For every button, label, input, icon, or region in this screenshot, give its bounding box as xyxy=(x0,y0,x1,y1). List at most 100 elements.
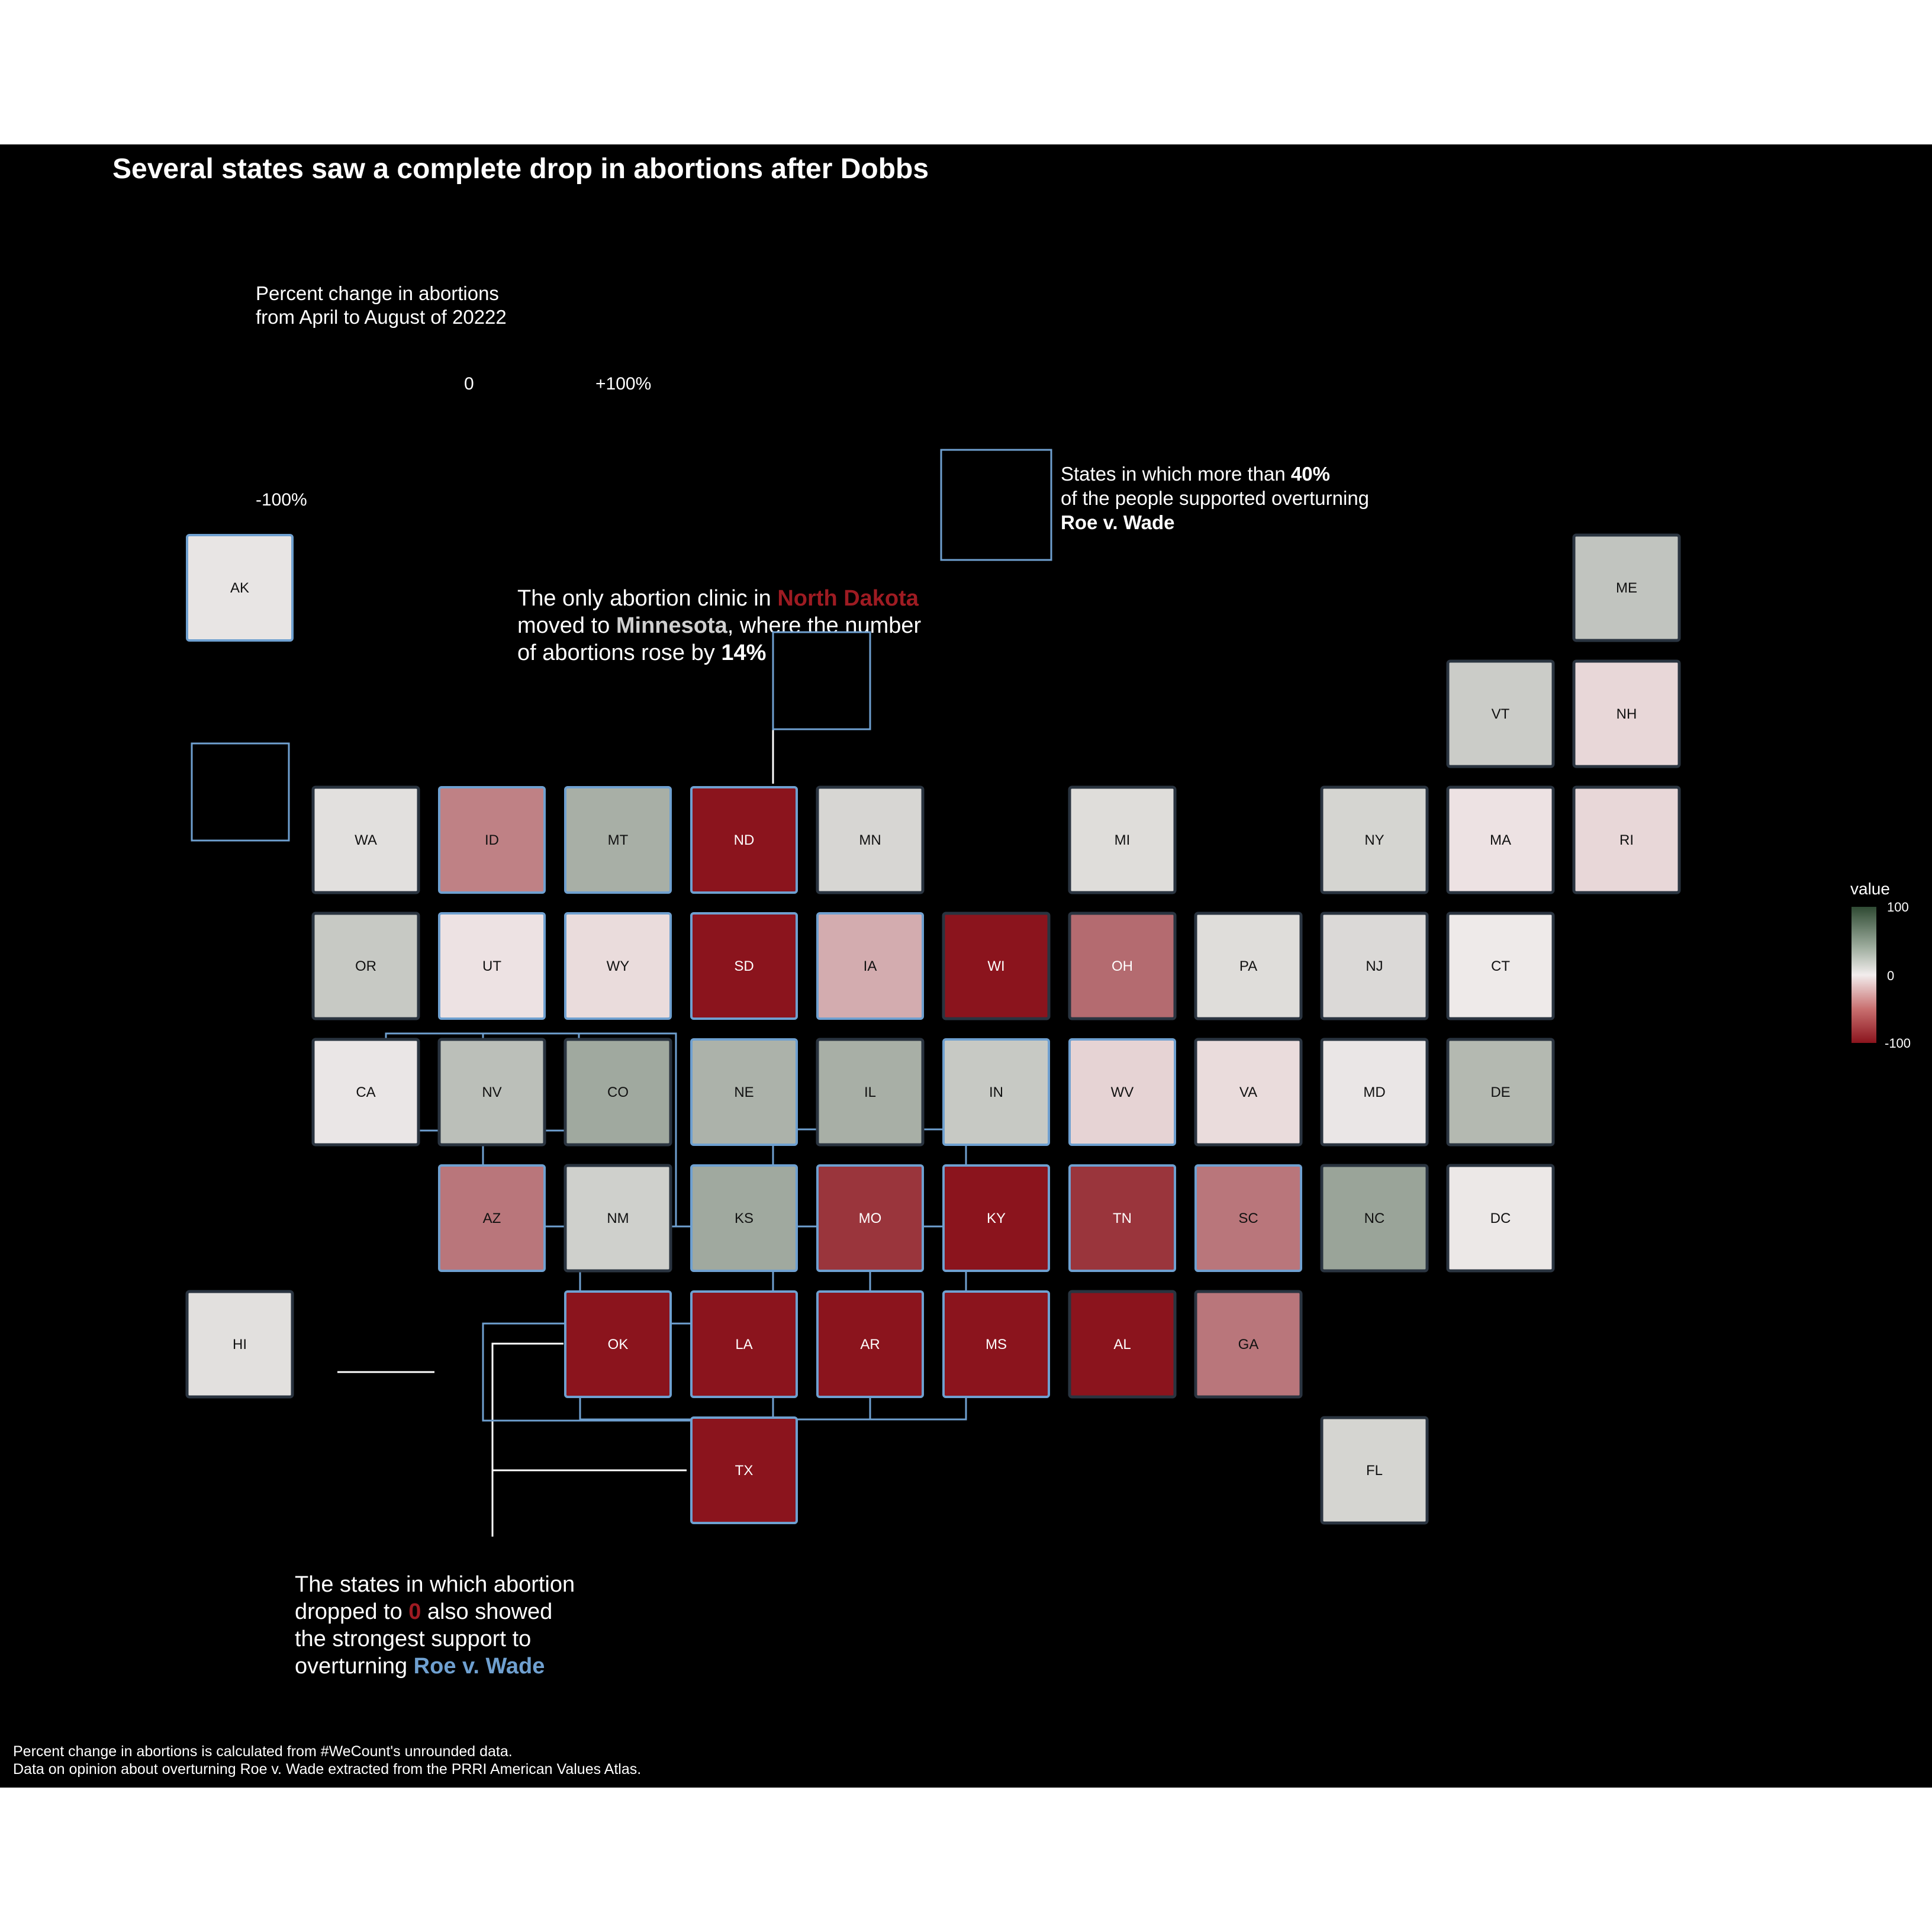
state-tile-mt xyxy=(564,786,672,894)
nd-note-l2-pre: moved to xyxy=(517,613,616,638)
state-label-ak: AK xyxy=(230,580,249,596)
state-label-ut: UT xyxy=(482,958,501,974)
state-label-ky: KY xyxy=(987,1210,1006,1226)
zero-note-l2-pre: dropped to xyxy=(295,1599,409,1624)
state-label-nc: NC xyxy=(1364,1210,1385,1226)
state-label-ri: RI xyxy=(1619,832,1634,848)
state-tile-id xyxy=(438,786,546,894)
state-label-al: AL xyxy=(1113,1337,1131,1353)
state-tile-in xyxy=(942,1038,1050,1146)
nd-note-l3-pre: of abortions rose by xyxy=(517,640,722,665)
state-label-az: AZ xyxy=(483,1210,501,1226)
state-tile-wa xyxy=(311,785,420,894)
state-tile-ny xyxy=(1320,785,1429,894)
state-tile-me xyxy=(1572,533,1681,642)
tile-map: AK ME VT NH WA ID MT ND MN MI NY MA RI OR UT WY SD IA WI OH… xyxy=(185,449,1681,1537)
state-label-mn: MN xyxy=(859,832,881,848)
nd-note-l1-pre: The only abortion clinic in xyxy=(517,586,778,611)
roe-note-line1-bold: 40% xyxy=(1290,463,1330,485)
state-label-mi: MI xyxy=(1115,832,1131,848)
state-label-dc: DC xyxy=(1490,1210,1511,1226)
state-tiles: AK ME VT NH WA ID MT ND MN MI NY MA RI OR UT WY SD IA WI OH… xyxy=(185,533,1681,1525)
colorbar-max-label: 100 xyxy=(1887,900,1909,915)
state-tile-dc xyxy=(1446,1164,1555,1273)
state-label-ia: IA xyxy=(864,958,877,974)
state-tile-wv xyxy=(1068,1038,1176,1146)
state-label-ga: GA xyxy=(1238,1337,1259,1353)
state-label-nm: NM xyxy=(607,1210,629,1226)
zero-note-l4-pre: overturning xyxy=(295,1654,414,1679)
state-tile-ok xyxy=(564,1290,672,1398)
state-tile-nj xyxy=(1320,912,1429,1020)
state-label-la: LA xyxy=(735,1337,752,1353)
state-label-de: DE xyxy=(1490,1084,1510,1100)
state-tile-il xyxy=(816,1038,925,1147)
zero-connector-line xyxy=(491,1342,564,1537)
state-tile-ky xyxy=(942,1164,1050,1272)
chart-title: Several states saw a complete drop in ab… xyxy=(112,153,929,185)
state-tile-ct xyxy=(1446,912,1555,1020)
state-tile-vt xyxy=(1446,659,1555,768)
state-tile-de xyxy=(1446,1038,1555,1147)
state-tile-sd xyxy=(690,912,798,1020)
caption-line2: Data on opinion about overturning Roe v.… xyxy=(13,1761,642,1778)
state-label-nv: NV xyxy=(482,1084,501,1100)
state-label-tn: TN xyxy=(1113,1210,1132,1226)
state-label-oh: OH xyxy=(1112,958,1133,974)
legend-max-label: +100% xyxy=(595,374,652,394)
state-tile-nh xyxy=(1572,659,1681,768)
state-tile-ne xyxy=(690,1038,798,1146)
state-label-fl: FL xyxy=(1366,1463,1383,1479)
state-label-co: CO xyxy=(607,1084,629,1100)
state-tile-nc xyxy=(1320,1164,1429,1273)
roe-note-line3: Roe v. Wade xyxy=(1061,511,1175,533)
state-label-wa: WA xyxy=(355,832,377,848)
state-label-nd: ND xyxy=(734,832,755,848)
legend-zero-label: 0 xyxy=(464,374,474,394)
state-label-in: IN xyxy=(989,1084,1003,1100)
state-tile-ar xyxy=(816,1290,924,1398)
state-label-ma: MA xyxy=(1490,832,1511,848)
colorbar xyxy=(1852,907,1876,1043)
caption-line1: Percent change in abortions is calculate… xyxy=(13,1743,513,1760)
state-tile-va xyxy=(1194,1038,1303,1147)
blank-legend-swatch xyxy=(191,742,290,842)
state-tile-tx xyxy=(690,1416,798,1524)
state-tile-ri xyxy=(1572,785,1681,894)
state-tile-oh xyxy=(1068,912,1177,1020)
state-tile-pa xyxy=(1194,912,1303,1020)
state-label-id: ID xyxy=(485,832,499,848)
state-tile-ga xyxy=(1194,1290,1303,1399)
state-label-or: OR xyxy=(355,958,376,974)
state-label-ar: AR xyxy=(860,1337,880,1353)
state-tile-nd xyxy=(690,786,798,894)
state-label-nj: NJ xyxy=(1366,958,1383,974)
state-tile-ia xyxy=(816,912,924,1020)
zero-note-l4-blue: Roe v. Wade xyxy=(413,1654,545,1679)
legend-swatch-group xyxy=(191,449,1052,842)
state-tile-tn xyxy=(1068,1164,1176,1272)
caption: Percent change in abortions is calculate… xyxy=(13,1743,641,1778)
state-tile-or xyxy=(311,912,420,1020)
legend-title: Percent change in abortions from April t… xyxy=(256,282,507,329)
state-tile-ut xyxy=(438,912,546,1020)
zero-drop-annotation: The states in which abortion dropped to … xyxy=(295,1571,575,1680)
nd-note-l2-bold: Minnesota xyxy=(616,613,727,638)
nd-note-l3-bold: 14% xyxy=(721,640,767,665)
state-label-mo: MO xyxy=(859,1210,882,1226)
state-tile-ak xyxy=(186,534,294,642)
state-label-nh: NH xyxy=(1617,706,1637,722)
state-label-ny: NY xyxy=(1364,832,1384,848)
state-label-ct: CT xyxy=(1491,958,1510,974)
state-label-me: ME xyxy=(1616,580,1637,596)
state-tile-nm xyxy=(564,1164,672,1273)
zero-note-l2-post: also showed xyxy=(421,1599,553,1624)
state-tile-co xyxy=(564,1038,672,1147)
state-label-tx: TX xyxy=(735,1463,754,1479)
state-label-va: VA xyxy=(1239,1084,1257,1100)
state-tile-ks xyxy=(690,1164,798,1272)
zero-note-l2-red: 0 xyxy=(408,1599,421,1624)
state-tile-nv xyxy=(437,1038,546,1147)
state-tile-mi xyxy=(1068,785,1177,894)
state-label-md: MD xyxy=(1363,1084,1385,1100)
